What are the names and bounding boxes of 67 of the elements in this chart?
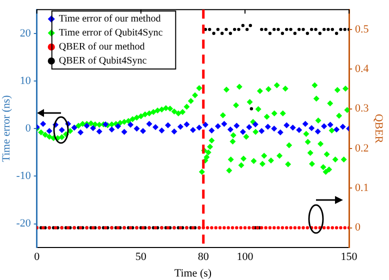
point <box>227 126 234 133</box>
point <box>252 121 258 128</box>
y2-tick-label: 0.5 <box>355 23 370 36</box>
point <box>327 122 334 128</box>
point <box>314 128 321 134</box>
y2-tick-label: 0.3 <box>355 102 370 115</box>
y-tick-label: 10 <box>20 74 32 87</box>
point <box>152 124 158 130</box>
x-tick-label: 150 <box>340 251 358 264</box>
point <box>308 125 315 132</box>
y-tick-label: 20 <box>20 27 32 40</box>
y2-tick-label: 0 <box>355 222 362 234</box>
point <box>40 120 46 127</box>
legend-label: Time error of our method <box>58 14 161 25</box>
point <box>140 128 146 134</box>
point <box>234 122 240 129</box>
point <box>271 126 278 132</box>
point <box>134 126 140 132</box>
y2-tick-label: 0.1 <box>355 182 369 194</box>
y2-tick-label: 0.2 <box>355 142 369 154</box>
point <box>221 120 228 127</box>
point <box>184 121 190 128</box>
point <box>128 122 134 128</box>
point <box>190 127 196 134</box>
point <box>58 127 65 134</box>
point <box>158 128 165 134</box>
point <box>90 125 96 132</box>
point <box>208 128 215 134</box>
point <box>196 124 202 131</box>
y-axis-title: Time error (ns) <box>0 94 12 162</box>
point <box>171 128 178 134</box>
point <box>146 120 152 127</box>
point <box>115 123 122 130</box>
legend-label: Time error of Qubit4Sync <box>58 28 164 39</box>
point <box>96 128 102 134</box>
point <box>202 122 208 128</box>
point <box>296 127 302 134</box>
point <box>121 128 128 135</box>
point <box>258 128 265 134</box>
point <box>321 123 328 130</box>
point <box>177 124 184 130</box>
point <box>334 126 340 133</box>
y2-tick-label: 0.4 <box>355 62 370 75</box>
x-axis-title: Time (s) <box>174 267 212 280</box>
y-tick-label: -20 <box>16 218 32 230</box>
point <box>277 129 284 136</box>
point <box>164 122 171 128</box>
y-tick-label: -10 <box>16 170 32 182</box>
point <box>340 124 346 130</box>
y2-axis-title: QBER <box>372 114 385 144</box>
point <box>246 124 252 130</box>
x-tick-label: 0 <box>34 251 40 264</box>
point <box>78 129 84 136</box>
point <box>108 126 115 133</box>
legend-label: QBER of our method <box>58 42 145 53</box>
point <box>284 122 290 128</box>
point <box>302 120 308 127</box>
x-tick-label: 50 <box>135 251 147 264</box>
x-tick-label: 80 <box>198 251 210 264</box>
y-tick-label: 0 <box>25 122 32 134</box>
x-tick-label: 100 <box>236 251 254 264</box>
point <box>46 128 52 134</box>
legend-label: QBER of Qubit4Sync <box>58 56 148 67</box>
point <box>240 128 246 135</box>
point <box>290 124 296 131</box>
point <box>264 124 271 130</box>
point <box>214 123 221 130</box>
